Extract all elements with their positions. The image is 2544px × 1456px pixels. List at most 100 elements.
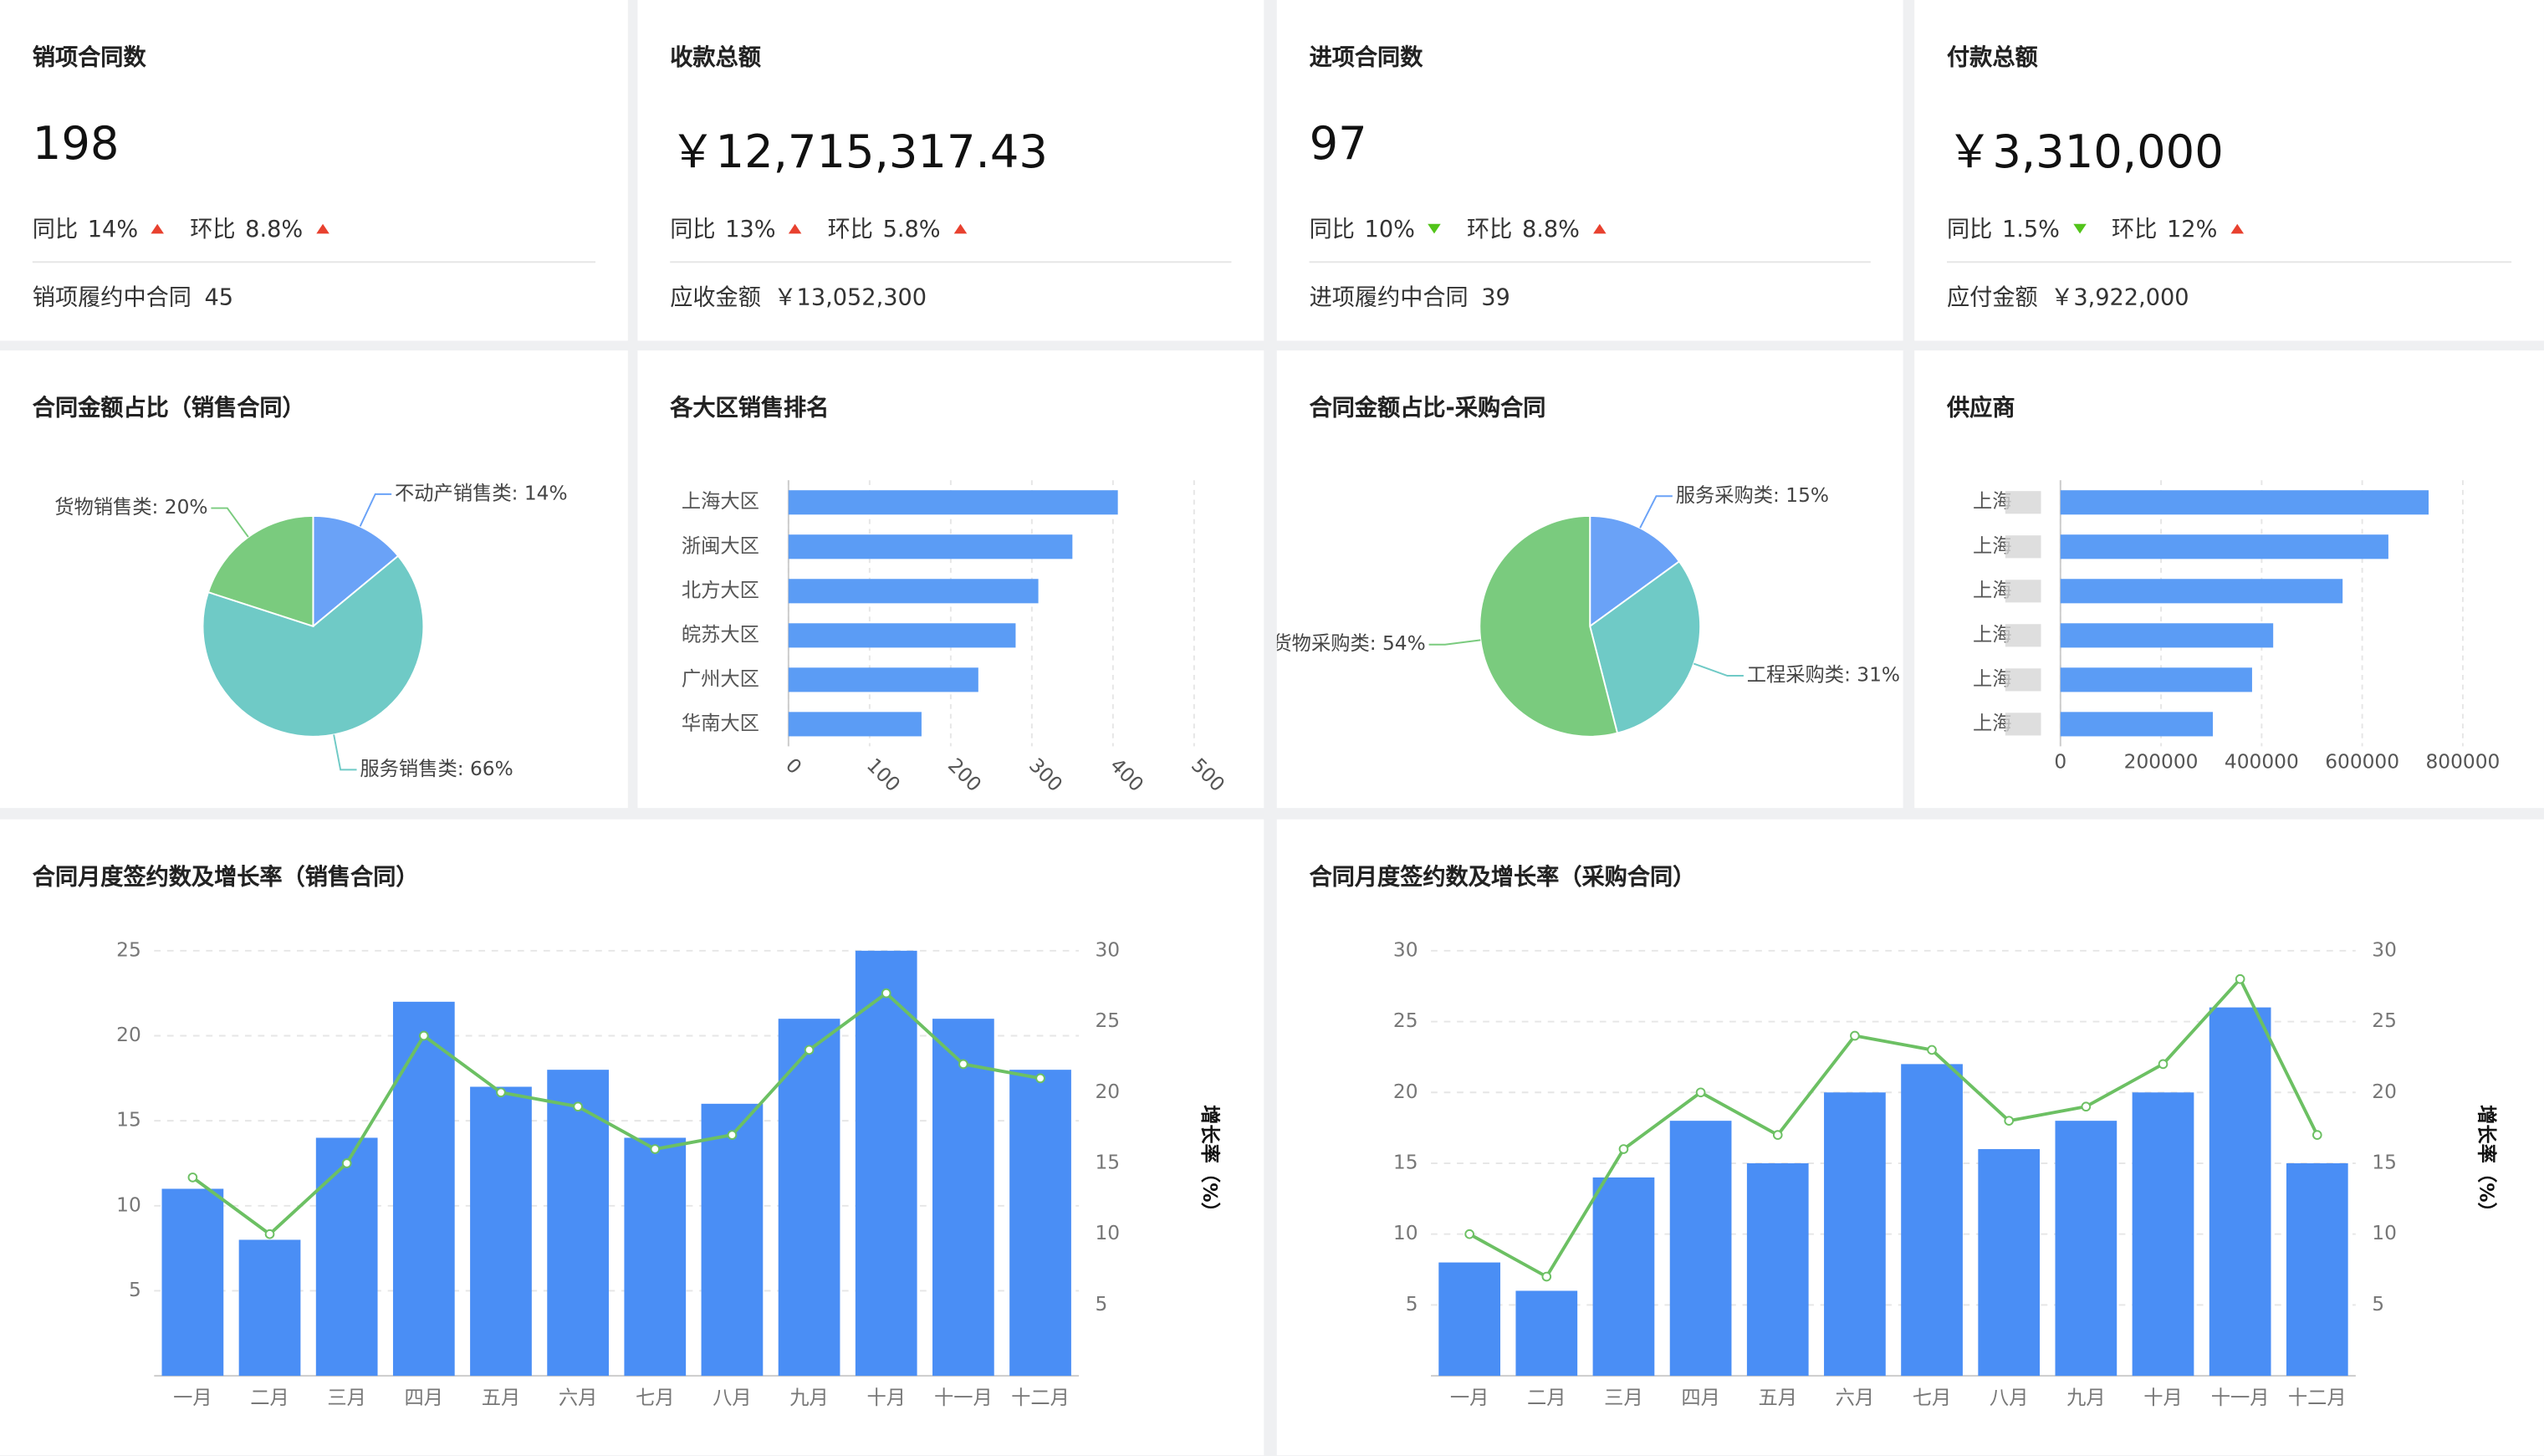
yoy-value: 10% bbox=[1365, 217, 1415, 243]
line-point bbox=[2082, 1102, 2091, 1111]
bar bbox=[162, 1188, 224, 1376]
line-point bbox=[1036, 1074, 1045, 1082]
leader-line bbox=[360, 494, 392, 527]
trend-icon bbox=[789, 224, 802, 234]
chart-card: 供应商0200000400000600000800000上海上海上海上海上海上海 bbox=[1914, 350, 2544, 808]
line-point bbox=[420, 1032, 428, 1040]
line-point bbox=[1697, 1088, 1705, 1096]
y-tick-label: 30 bbox=[1393, 938, 1418, 961]
kpi-title: 收款总额 bbox=[670, 41, 761, 74]
blurred-name bbox=[2005, 535, 2041, 558]
trend-icon bbox=[1593, 224, 1607, 234]
blurred-name bbox=[2005, 713, 2041, 735]
x-tick-label: 四月 bbox=[1681, 1387, 1720, 1409]
yoy-label: 同比 bbox=[33, 217, 78, 243]
x-tick-label: 六月 bbox=[559, 1387, 598, 1409]
line-point bbox=[1542, 1273, 1550, 1281]
footer-value: ￥13,052,300 bbox=[774, 285, 927, 311]
y2-tick-label: 20 bbox=[2372, 1081, 2397, 1103]
bar bbox=[2061, 623, 2273, 647]
bar bbox=[1009, 1070, 1071, 1376]
pie-label: 不动产销售类: 14% bbox=[395, 482, 568, 504]
bar bbox=[1438, 1263, 1500, 1377]
y-tick-label: 浙闽大区 bbox=[682, 534, 759, 557]
y-tick-label: 广州大区 bbox=[682, 667, 759, 690]
line-point bbox=[651, 1145, 659, 1153]
line-point bbox=[882, 989, 891, 998]
chart-card: 合同金额占比-采购合同服务采购类: 15%工程采购类: 31%货物采购类: 54… bbox=[1277, 350, 1903, 808]
x-tick-label: 300 bbox=[1024, 754, 1067, 797]
y2-tick-label: 25 bbox=[2372, 1009, 2397, 1032]
line-point bbox=[497, 1088, 505, 1096]
x-tick-label: 二月 bbox=[250, 1387, 289, 1409]
x-tick-label: 十二月 bbox=[2288, 1387, 2347, 1409]
y2-tick-label: 25 bbox=[1095, 1009, 1120, 1032]
y2-tick-label: 20 bbox=[1095, 1081, 1120, 1103]
mom-value: 8.8% bbox=[245, 217, 303, 243]
bar bbox=[2061, 712, 2213, 736]
bar bbox=[1901, 1064, 1963, 1376]
pie-label: 服务销售类: 66% bbox=[360, 758, 513, 780]
y2-tick-label: 15 bbox=[2372, 1151, 2397, 1173]
bar bbox=[789, 623, 1016, 647]
bar bbox=[316, 1137, 378, 1376]
kpi-title: 付款总额 bbox=[1947, 41, 2038, 74]
line-point bbox=[2005, 1116, 2013, 1125]
x-tick-label: 五月 bbox=[482, 1387, 521, 1409]
pie-label: 服务采购类: 15% bbox=[1676, 484, 1829, 507]
pie-label: 工程采购类: 31% bbox=[1747, 663, 1900, 686]
trend-icon bbox=[316, 224, 329, 234]
kpi-footer: 应付金额 ￥3,922,000 bbox=[1947, 281, 2202, 314]
kpi-compare: 同比13%环比5.8% bbox=[670, 212, 992, 245]
bar bbox=[1824, 1092, 1886, 1376]
line-point bbox=[1620, 1145, 1628, 1153]
trend-icon bbox=[1428, 224, 1441, 234]
divider bbox=[33, 261, 595, 263]
line-point bbox=[728, 1131, 737, 1139]
yoy-value: 13% bbox=[725, 217, 775, 243]
y-tick-label: 北方大区 bbox=[682, 579, 759, 601]
x-tick-label: 三月 bbox=[327, 1387, 366, 1409]
kpi-value: 97 bbox=[1310, 117, 1367, 171]
leader-line bbox=[211, 508, 248, 538]
footer-value: ￥3,922,000 bbox=[2051, 285, 2189, 311]
line-point bbox=[1851, 1032, 1859, 1040]
blurred-name bbox=[2005, 580, 2041, 602]
y2-tick-label: 5 bbox=[1095, 1293, 1107, 1316]
bar bbox=[1515, 1290, 1577, 1376]
kpi-card: 付款总额￥3,310,000同比1.5%环比12%应付金额￥3,922,000 bbox=[1914, 0, 2544, 340]
divider bbox=[1947, 261, 2511, 263]
x-tick-label: 六月 bbox=[1836, 1387, 1875, 1409]
y-tick-label: 25 bbox=[1393, 1009, 1418, 1032]
chart-card: 合同月度签约数及增长率（销售合同）51015202551015202530增长率… bbox=[0, 820, 1264, 1455]
bar bbox=[393, 1002, 455, 1376]
bar bbox=[932, 1019, 994, 1376]
bar bbox=[789, 667, 978, 692]
kpi-compare: 同比14%环比8.8% bbox=[33, 212, 355, 245]
bar bbox=[1670, 1121, 1732, 1376]
chart: 0100200300400500上海大区浙闽大区北方大区皖苏大区广州大区华南大区 bbox=[637, 350, 1264, 808]
pie-label: 货物销售类: 20% bbox=[54, 496, 207, 519]
bar bbox=[702, 1104, 764, 1376]
chart: 5101520253051015202530增长率（%）一月二月三月四月五月六月… bbox=[1277, 820, 2544, 1455]
kpi-value: ￥12,715,317.43 bbox=[670, 117, 1048, 182]
kpi-value: ￥3,310,000 bbox=[1947, 117, 2224, 182]
chart: 0200000400000600000800000上海上海上海上海上海上海 bbox=[1914, 350, 2544, 808]
yoy-label: 同比 bbox=[670, 217, 715, 243]
yoy-label: 同比 bbox=[1310, 217, 1355, 243]
bar bbox=[2061, 490, 2429, 514]
mom-value: 12% bbox=[2167, 217, 2217, 243]
line-point bbox=[1774, 1131, 1782, 1139]
line-point bbox=[343, 1159, 351, 1167]
y-tick-label: 20 bbox=[116, 1024, 141, 1046]
footer-label: 应付金额 bbox=[1947, 285, 2038, 311]
x-tick-label: 200000 bbox=[2124, 750, 2199, 773]
chart-card: 合同月度签约数及增长率（采购合同）5101520253051015202530增… bbox=[1277, 820, 2544, 1455]
mom-label: 环比 bbox=[190, 217, 235, 243]
bar bbox=[1747, 1163, 1809, 1376]
kpi-footer: 进项履约中合同39 bbox=[1310, 281, 1524, 314]
footer-label: 销项履约中合同 bbox=[33, 285, 192, 311]
mom-value: 8.8% bbox=[1522, 217, 1580, 243]
trend-icon bbox=[2073, 224, 2087, 234]
